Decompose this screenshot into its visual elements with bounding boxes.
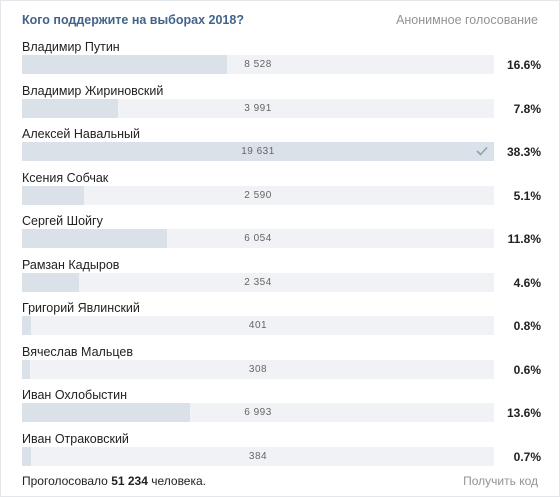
option-vote-count: 6 054 xyxy=(244,233,272,244)
option-percent: 13.6% xyxy=(506,406,541,420)
poll-option[interactable]: Сергей Шойгу 6 054 11.8% xyxy=(1,211,559,255)
poll-title: Кого поддержите на выборах 2018? xyxy=(22,13,244,27)
poll-option[interactable]: Ксения Собчак 2 590 5.1% xyxy=(1,168,559,212)
option-percent: 0.6% xyxy=(513,362,541,377)
poll-option[interactable]: Владимир Путин 8 528 16.6% xyxy=(1,37,559,81)
option-bar-track[interactable]: 401 xyxy=(22,316,494,335)
option-bar-fill xyxy=(22,229,168,248)
poll-option[interactable]: Алексей Навальный 19 631 38.3% xyxy=(1,124,559,168)
option-bar-track[interactable]: 3 991 xyxy=(22,98,494,118)
get-code-link[interactable]: Получить код xyxy=(463,474,538,488)
option-vote-count: 8 528 xyxy=(244,59,272,70)
option-percent: 16.6% xyxy=(506,58,541,72)
option-bar-fill xyxy=(22,272,79,292)
option-label: Иван Охлобыстин xyxy=(22,388,128,402)
option-vote-count: 6 993 xyxy=(244,407,272,418)
option-bar-track[interactable]: 308 xyxy=(22,359,494,379)
poll-options: Владимир Путин 8 528 16.6% Владимир Жиринов… xyxy=(1,37,559,472)
option-label: Алексей Навальный xyxy=(22,127,140,141)
option-label: Владимир Жириновский xyxy=(22,83,164,98)
poll-option[interactable]: Владимир Жириновский 3 991 7.8% xyxy=(1,81,559,125)
option-bar-track[interactable]: 2 354 xyxy=(22,272,494,292)
option-vote-count: 401 xyxy=(248,320,268,331)
poll-option[interactable]: Вячеслав Мальцев 308 0.6% xyxy=(1,342,559,386)
option-percent: 38.3% xyxy=(506,145,541,159)
option-label: Вячеслав Мальцев xyxy=(22,344,133,359)
option-percent: 4.6% xyxy=(513,275,541,290)
option-bar-fill xyxy=(22,142,494,161)
option-bar-track[interactable]: 384 xyxy=(22,446,494,466)
voted-summary: Проголосовало 51 234 человека. xyxy=(22,474,206,488)
option-bar-fill xyxy=(22,316,32,335)
option-label: Сергей Шойгу xyxy=(22,214,103,228)
option-label: Иван Отраковский xyxy=(22,431,129,446)
option-bar-track[interactable]: 2 590 xyxy=(22,185,494,205)
poll-header: Кого поддержите на выборах 2018? Анонимн… xyxy=(1,1,559,37)
option-vote-count: 19 631 xyxy=(241,146,275,157)
anonymous-label: Анонимное голосование xyxy=(396,13,538,27)
option-vote-count: 2 354 xyxy=(244,276,272,288)
option-bar-track[interactable]: 8 528 xyxy=(22,55,494,74)
option-percent: 0.7% xyxy=(513,449,541,464)
checkmark-icon xyxy=(476,146,488,156)
voted-total: 51 234 xyxy=(111,474,148,488)
option-bar-fill xyxy=(22,185,85,205)
option-bar-track[interactable]: 6 054 xyxy=(22,229,494,248)
option-percent: 5.1% xyxy=(513,188,541,203)
option-vote-count: 2 590 xyxy=(244,189,272,201)
option-bar-fill xyxy=(22,55,227,74)
option-bar-fill xyxy=(22,446,32,466)
option-bar-fill xyxy=(22,403,191,422)
option-bar-track[interactable]: 19 631 xyxy=(22,142,494,161)
poll-option[interactable]: Иван Охлобыстин 6 993 13.6% xyxy=(1,385,559,429)
option-label: Рамзан Кадыров xyxy=(22,257,120,272)
poll-option[interactable]: Иван Отраковский 384 0.7% xyxy=(1,429,559,473)
option-percent: 0.8% xyxy=(513,319,541,333)
voted-prefix: Проголосовало xyxy=(22,474,112,488)
option-label: Ксения Собчак xyxy=(22,170,109,185)
option-label: Григорий Явлинский xyxy=(22,301,140,315)
poll-option[interactable]: Григорий Явлинский 401 0.8% xyxy=(1,298,559,342)
option-bar-fill xyxy=(22,359,30,379)
option-bar-fill xyxy=(22,98,118,118)
voted-suffix: человека. xyxy=(147,474,206,488)
poll-option[interactable]: Рамзан Кадыров 2 354 4.6% xyxy=(1,255,559,299)
option-bar-track[interactable]: 6 993 xyxy=(22,403,494,422)
option-vote-count: 308 xyxy=(248,363,268,375)
poll-footer: Проголосовало 51 234 человека. Получить … xyxy=(1,466,559,496)
option-vote-count: 3 991 xyxy=(244,102,272,114)
option-percent: 7.8% xyxy=(513,101,541,116)
option-vote-count: 384 xyxy=(248,450,268,462)
option-label: Владимир Путин xyxy=(22,40,120,54)
option-percent: 11.8% xyxy=(507,232,541,246)
